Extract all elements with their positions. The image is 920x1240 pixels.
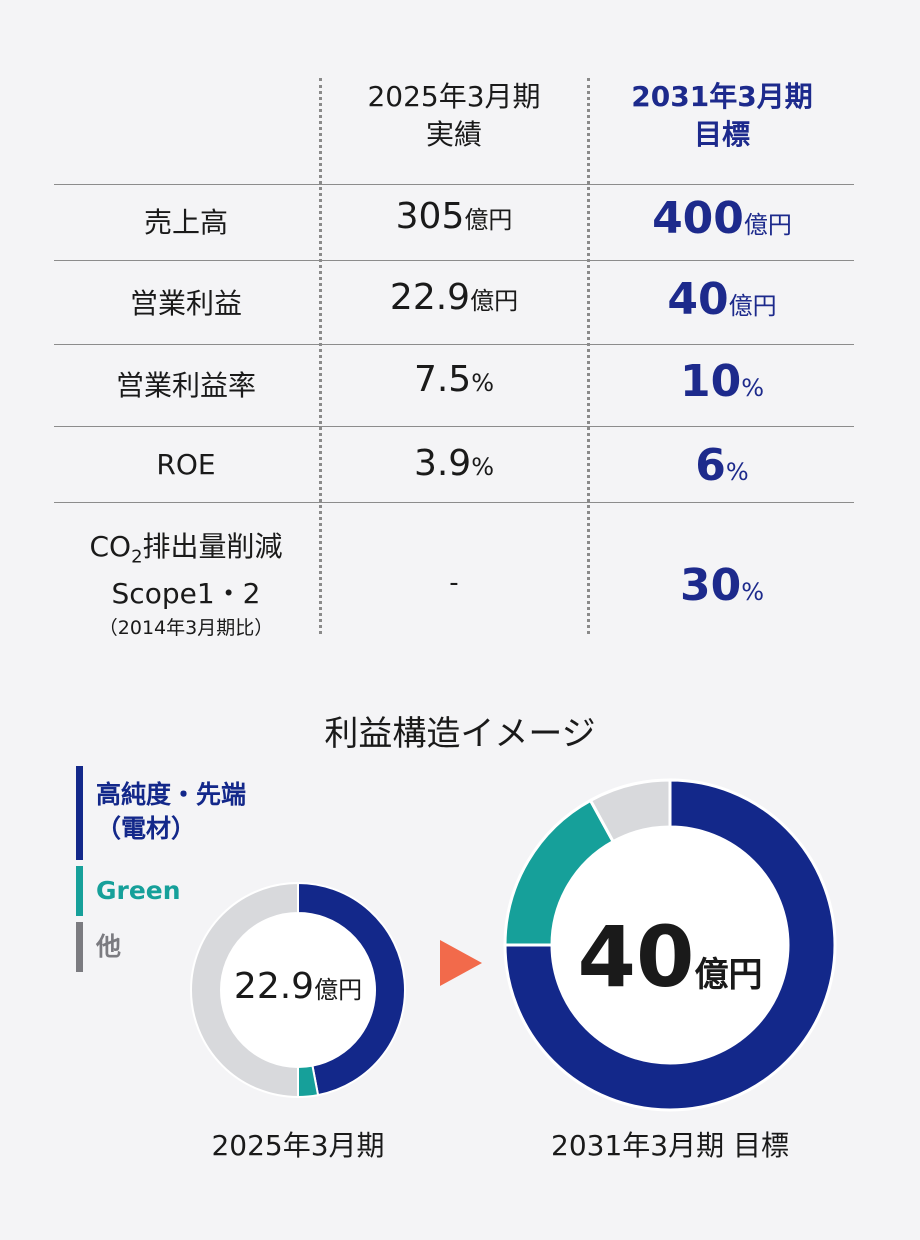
co2-target: 30% [679, 560, 765, 611]
operating-margin-target: 10% [679, 356, 765, 407]
legend-label-green: Green [96, 876, 181, 905]
donut-hole [221, 913, 375, 1067]
column-divider [587, 78, 590, 634]
row-label-operating-profit: 営業利益 [129, 287, 242, 320]
row-divider [54, 426, 854, 427]
legend-label-high-purity: 高純度・先端 （電材） [96, 780, 247, 843]
sales-target: 400億円 [652, 193, 792, 244]
roe-target: 6% [695, 440, 749, 491]
row-label-operating-margin: 営業利益率 [115, 369, 256, 402]
row-divider [54, 260, 854, 261]
column-divider [319, 78, 322, 634]
row-label-co2: CO2排出量削減 Scope1・2 （2014年3月期比） [89, 530, 283, 639]
donut-2025 [190, 881, 406, 1099]
legend-label-other: 他 [96, 932, 122, 961]
header-actual: 2025年3月期 実績 [367, 80, 541, 151]
section-title: 利益構造イメージ [324, 714, 596, 754]
donut-2025-center: 22.9億円 [233, 966, 363, 1007]
legend-swatch-high-purity [76, 766, 83, 860]
row-label-sales: 売上高 [143, 206, 228, 239]
donut-hole [552, 827, 788, 1063]
arrow-right-icon [440, 940, 482, 986]
row-divider [54, 344, 854, 345]
legend-swatch-green [76, 866, 83, 916]
operating-profit-target: 40億円 [667, 274, 777, 325]
row-divider [54, 184, 854, 185]
header-target: 2031年3月期 目標 [631, 80, 813, 151]
roe-actual: 3.9% [413, 443, 495, 484]
sales-actual: 305億円 [395, 196, 513, 237]
caption-2031: 2031年3月期 目標 [551, 1129, 789, 1162]
operating-margin-actual: 7.5% [413, 359, 495, 400]
operating-profit-actual: 22.9億円 [389, 277, 519, 318]
row-divider [54, 502, 854, 503]
caption-2025: 2025年3月期 [211, 1129, 385, 1162]
donut-2031 [503, 778, 837, 1112]
co2-actual: - [449, 568, 459, 598]
row-label-roe: ROE [156, 448, 216, 481]
donut-2031-center: 40億円 [577, 908, 763, 1006]
legend-swatch-other [76, 922, 83, 972]
